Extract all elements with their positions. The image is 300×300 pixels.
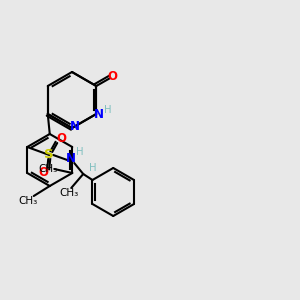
- Text: N: N: [94, 107, 104, 121]
- Text: H: H: [104, 105, 112, 115]
- Text: H: H: [89, 163, 97, 173]
- Text: CH₃: CH₃: [18, 196, 38, 206]
- Text: O: O: [38, 167, 48, 179]
- Text: S: S: [44, 148, 54, 161]
- Text: CH₃: CH₃: [60, 188, 79, 198]
- Text: O: O: [107, 70, 117, 83]
- Text: N: N: [66, 152, 76, 166]
- Text: N: N: [70, 119, 80, 133]
- Text: O: O: [56, 133, 66, 146]
- Text: CH₃: CH₃: [39, 164, 58, 174]
- Text: H: H: [76, 147, 84, 157]
